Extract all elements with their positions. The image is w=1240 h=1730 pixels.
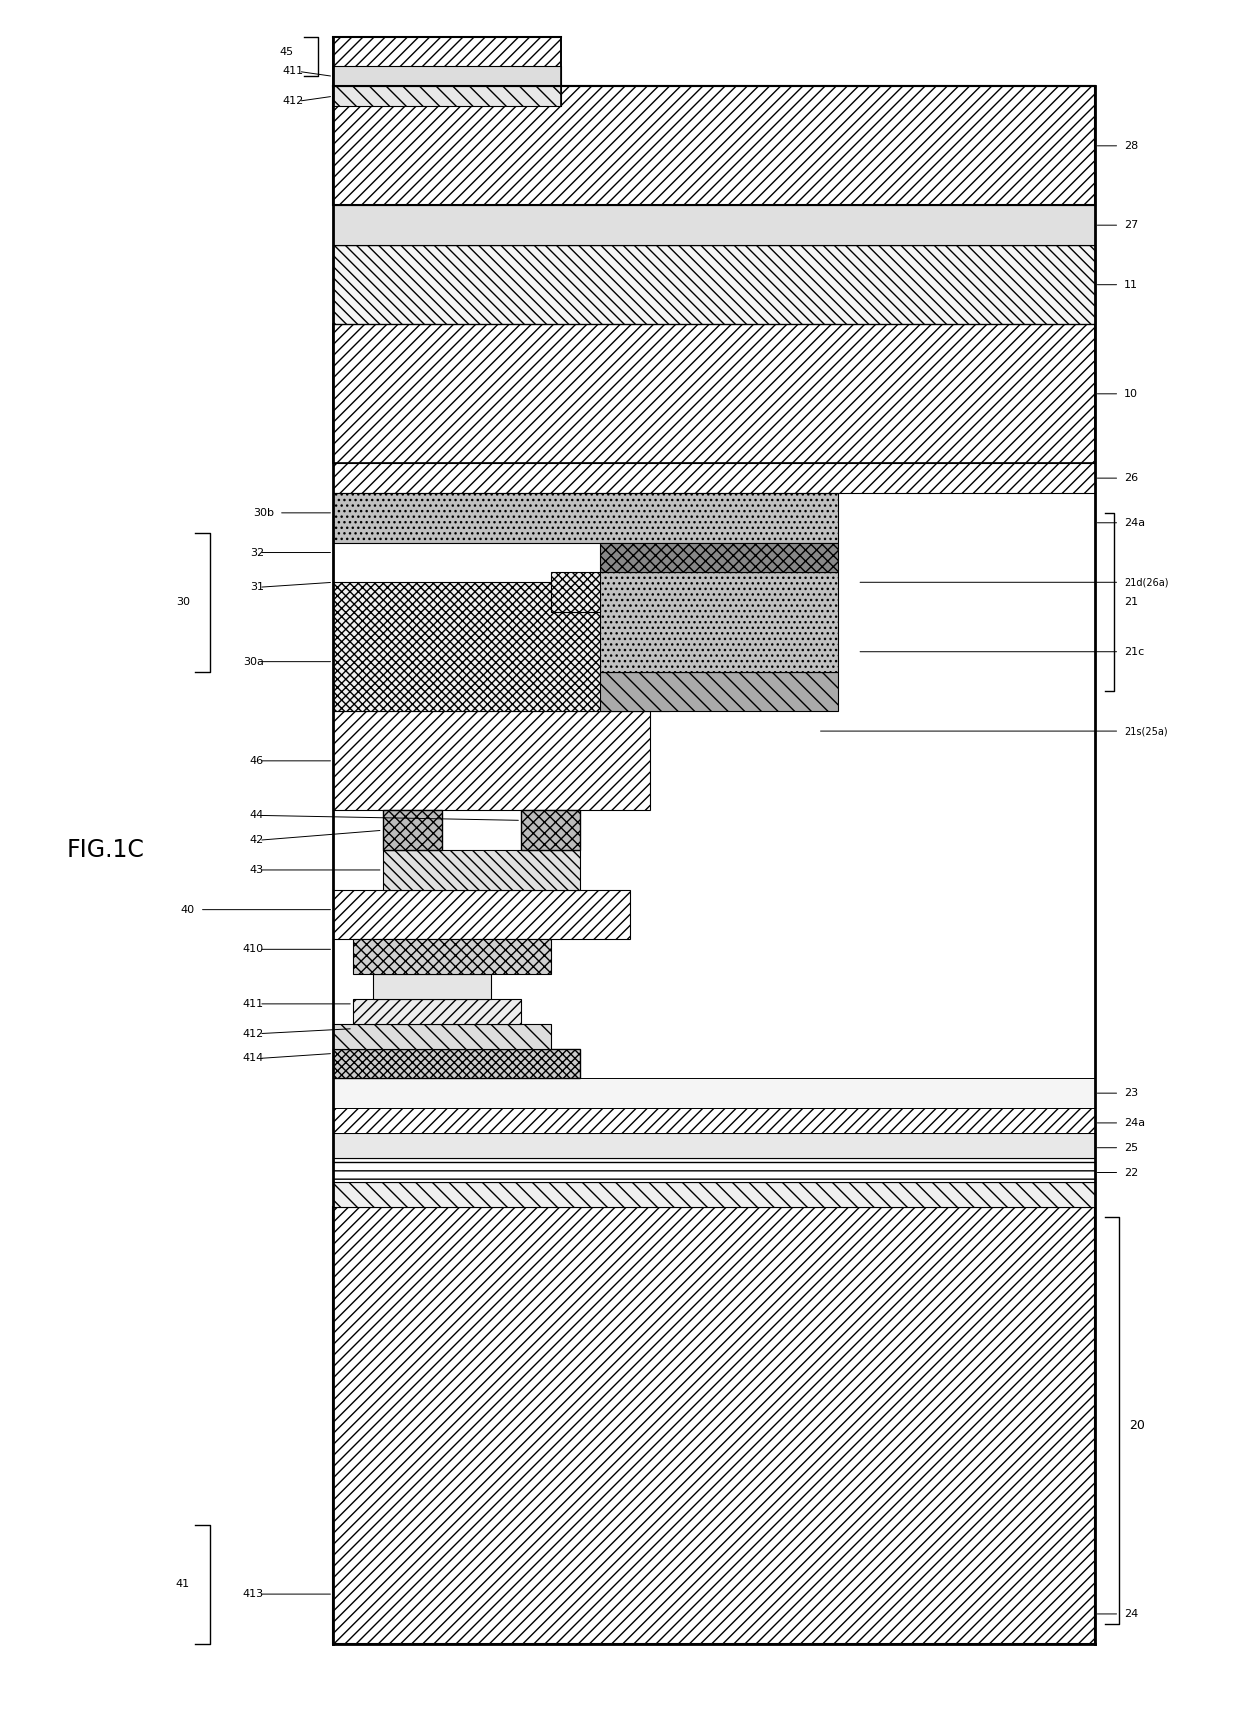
Bar (600, 671, 837, 711)
Text: 23: 23 (1125, 1088, 1138, 1099)
Bar (334, 583, 670, 711)
Bar (334, 711, 650, 810)
Bar (334, 464, 1095, 493)
Text: 414: 414 (243, 1054, 264, 1064)
Bar (334, 66, 560, 86)
Text: 10: 10 (1125, 389, 1138, 400)
Text: 46: 46 (250, 756, 264, 766)
Text: 24a: 24a (1125, 517, 1146, 528)
Text: 21: 21 (1125, 597, 1138, 607)
Bar (334, 36, 560, 86)
Bar (551, 573, 699, 612)
Bar (353, 998, 521, 1024)
Bar (334, 493, 837, 543)
Text: 40: 40 (181, 905, 195, 915)
Text: 413: 413 (243, 1590, 264, 1599)
Bar (373, 974, 491, 998)
Text: 45: 45 (279, 47, 294, 57)
Bar (600, 543, 837, 573)
Text: 412: 412 (283, 97, 304, 106)
Text: 44: 44 (249, 810, 264, 820)
Text: 27: 27 (1125, 220, 1138, 230)
Text: 11: 11 (1125, 280, 1138, 289)
Text: 411: 411 (283, 66, 304, 76)
Text: 43: 43 (250, 865, 264, 875)
Text: 410: 410 (243, 945, 264, 955)
Bar (334, 325, 1095, 464)
Bar (334, 246, 1095, 325)
Text: 41: 41 (176, 1579, 190, 1590)
Text: 24: 24 (1125, 1609, 1138, 1619)
Text: 28: 28 (1125, 140, 1138, 151)
Bar (334, 1182, 1095, 1208)
Text: FIG.1C: FIG.1C (66, 837, 144, 862)
Text: 30: 30 (176, 597, 190, 607)
Bar (383, 849, 580, 889)
Text: 30b: 30b (253, 509, 274, 517)
Bar (334, 1208, 1095, 1644)
Text: 411: 411 (243, 998, 264, 1009)
Bar (334, 206, 1095, 246)
Text: 22: 22 (1125, 1168, 1138, 1178)
Bar (334, 889, 630, 939)
Bar (383, 810, 441, 849)
Text: 42: 42 (249, 836, 264, 846)
Bar (600, 573, 837, 671)
Bar (334, 86, 560, 106)
Text: 32: 32 (250, 547, 264, 557)
Text: 30a: 30a (243, 657, 264, 666)
Text: 25: 25 (1125, 1144, 1138, 1152)
Bar (334, 1048, 580, 1078)
Bar (334, 1133, 1095, 1157)
Bar (521, 810, 580, 849)
Text: 21d(26a): 21d(26a) (1125, 578, 1169, 586)
Text: 21s(25a): 21s(25a) (1125, 727, 1168, 735)
Text: 31: 31 (250, 583, 264, 592)
Text: 412: 412 (243, 1029, 264, 1038)
Bar (334, 1078, 1095, 1107)
Text: 24a: 24a (1125, 1118, 1146, 1128)
Bar (334, 1157, 1095, 1182)
Text: 26: 26 (1125, 472, 1138, 483)
Bar (334, 1024, 551, 1048)
Bar (353, 939, 551, 974)
Bar (334, 86, 1095, 206)
Bar (334, 1107, 1095, 1133)
Text: 21c: 21c (1125, 647, 1145, 657)
Text: 20: 20 (1130, 1419, 1145, 1432)
